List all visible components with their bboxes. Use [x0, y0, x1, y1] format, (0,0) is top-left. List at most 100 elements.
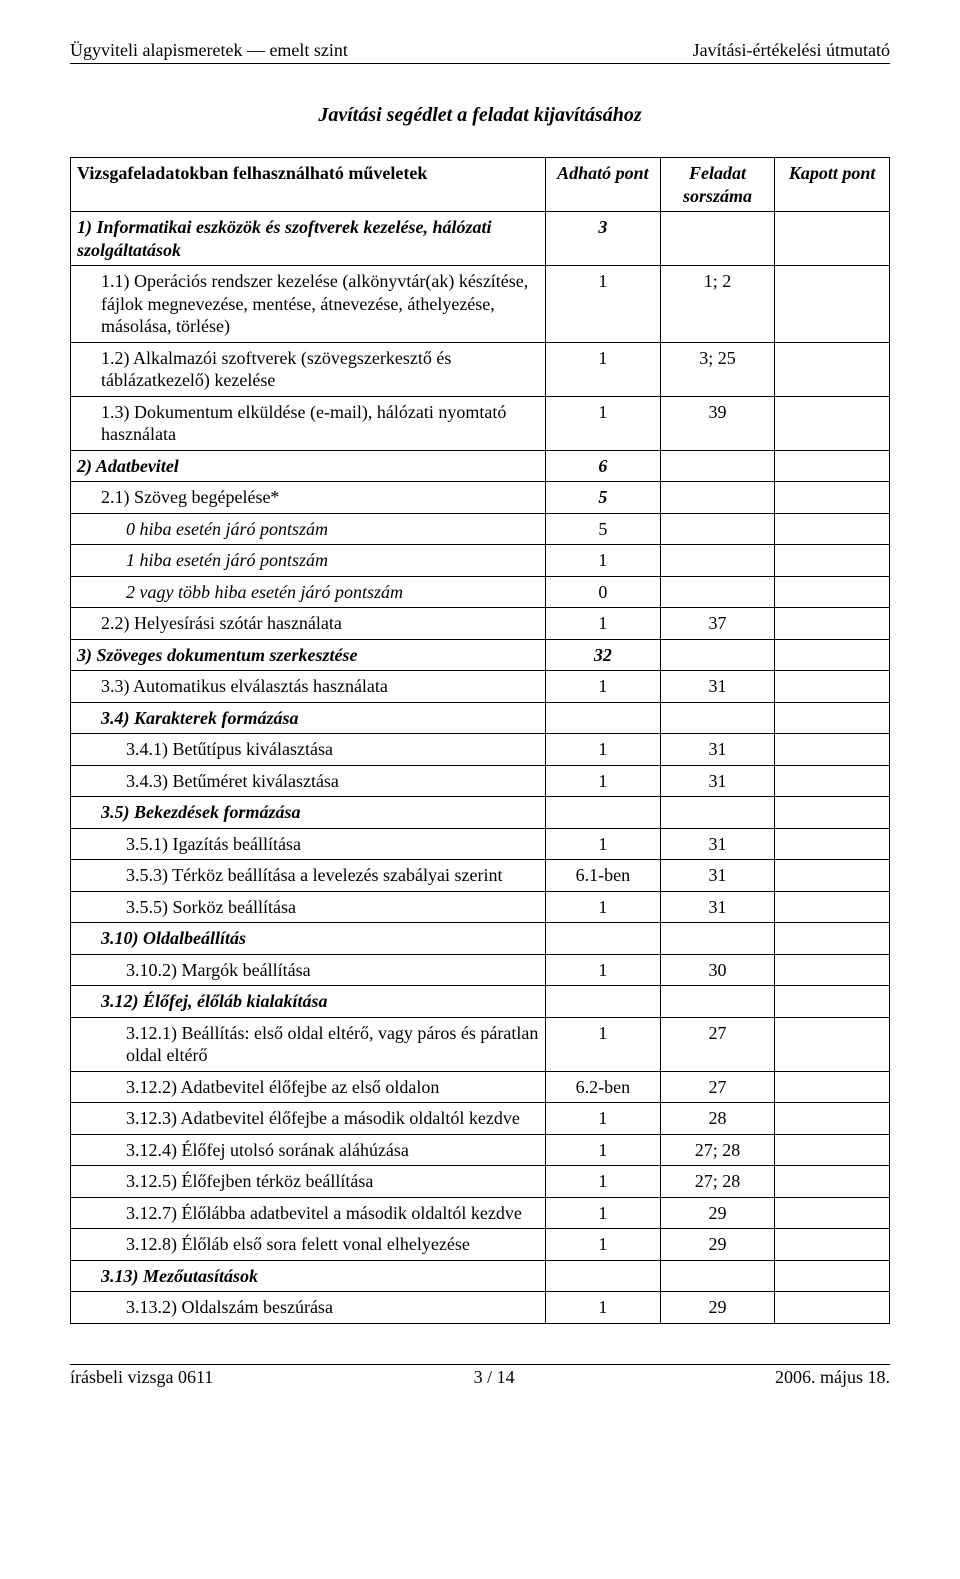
row-points-received — [775, 1229, 890, 1261]
row-points-received — [775, 702, 890, 734]
row-points-available: 1 — [546, 266, 661, 343]
row-description: 3.5.1) Igazítás beállítása — [71, 828, 546, 860]
row-points-received — [775, 513, 890, 545]
table-row: 3.4.3) Betűméret kiválasztása131 — [71, 765, 890, 797]
row-points-received — [775, 765, 890, 797]
table-row: 2.2) Helyesírási szótár használata137 — [71, 608, 890, 640]
row-points-received — [775, 482, 890, 514]
row-task-number — [660, 797, 775, 829]
row-description: 3.5) Bekezdések formázása — [71, 797, 546, 829]
table-row: 3.12.7) Élőlábba adatbevitel a második o… — [71, 1197, 890, 1229]
row-points-received — [775, 828, 890, 860]
row-points-available: 1 — [546, 1134, 661, 1166]
row-task-number — [660, 702, 775, 734]
row-points-available: 1 — [546, 765, 661, 797]
row-task-number: 27 — [660, 1071, 775, 1103]
row-task-number: 27; 28 — [660, 1134, 775, 1166]
row-description: 1.3) Dokumentum elküldése (e-mail), háló… — [71, 396, 546, 450]
row-points-available: 5 — [546, 513, 661, 545]
row-task-number — [660, 576, 775, 608]
row-points-received — [775, 671, 890, 703]
row-description: 3.4) Karakterek formázása — [71, 702, 546, 734]
footer-right: 2006. május 18. — [775, 1367, 890, 1388]
row-points-available: 1 — [546, 1017, 661, 1071]
row-points-available: 0 — [546, 576, 661, 608]
table-row: 3.12.3) Adatbevitel élőfejbe a második o… — [71, 1103, 890, 1135]
row-points-received — [775, 1292, 890, 1324]
row-task-number: 27 — [660, 1017, 775, 1071]
row-description: 3.13.2) Oldalszám beszúrása — [71, 1292, 546, 1324]
row-points-available — [546, 923, 661, 955]
row-task-number: 30 — [660, 954, 775, 986]
table-row: 3.12) Élőfej, élőláb kialakítása — [71, 986, 890, 1018]
row-description: 3.12.1) Beállítás: első oldal eltérő, va… — [71, 1017, 546, 1071]
row-points-received — [775, 639, 890, 671]
row-description: 3.4.3) Betűméret kiválasztása — [71, 765, 546, 797]
row-points-available: 1 — [546, 891, 661, 923]
row-points-received — [775, 576, 890, 608]
row-description: 3.12.5) Élőfejben térköz beállítása — [71, 1166, 546, 1198]
row-points-available: 1 — [546, 1292, 661, 1324]
page-footer: írásbeli vizsga 0611 3 / 14 2006. május … — [70, 1367, 890, 1388]
table-row: 2) Adatbevitel6 — [71, 450, 890, 482]
row-points-received — [775, 1197, 890, 1229]
row-points-available: 32 — [546, 639, 661, 671]
row-description: 3.12) Élőfej, élőláb kialakítása — [71, 986, 546, 1018]
row-points-received — [775, 923, 890, 955]
row-points-received — [775, 1017, 890, 1071]
table-row: 3.5) Bekezdések formázása — [71, 797, 890, 829]
row-points-received — [775, 396, 890, 450]
row-task-number — [660, 212, 775, 266]
table-row: 3.10) Oldalbeállítás — [71, 923, 890, 955]
row-points-received — [775, 450, 890, 482]
table-row: 3.12.1) Beállítás: első oldal eltérő, va… — [71, 1017, 890, 1071]
row-points-available: 1 — [546, 342, 661, 396]
row-points-received — [775, 734, 890, 766]
row-points-received — [775, 797, 890, 829]
row-description: 3.13) Mezőutasítások — [71, 1260, 546, 1292]
column-header-c: Kapott pont — [775, 158, 890, 212]
row-points-available: 1 — [546, 671, 661, 703]
table-row: 1 hiba esetén járó pontszám1 — [71, 545, 890, 577]
row-points-available — [546, 702, 661, 734]
row-points-received — [775, 1103, 890, 1135]
table-row: 3) Szöveges dokumentum szerkesztése32 — [71, 639, 890, 671]
grading-table: Vizsgafeladatokban felhasználható művele… — [70, 157, 890, 1324]
table-row: 3.4) Karakterek formázása — [71, 702, 890, 734]
row-task-number: 39 — [660, 396, 775, 450]
row-points-received — [775, 1071, 890, 1103]
document-title: Javítási segédlet a feladat kijavításáho… — [70, 104, 890, 127]
row-points-available: 1 — [546, 954, 661, 986]
table-row: 1.1) Operációs rendszer kezelése (alköny… — [71, 266, 890, 343]
row-task-number — [660, 513, 775, 545]
row-task-number: 3; 25 — [660, 342, 775, 396]
table-row: 3.12.5) Élőfejben térköz beállítása127; … — [71, 1166, 890, 1198]
table-row: 1.2) Alkalmazói szoftverek (szövegszerke… — [71, 342, 890, 396]
row-task-number: 31 — [660, 828, 775, 860]
header-left: Ügyviteli alapismeretek — emelt szint — [70, 40, 348, 61]
table-row: 3.10.2) Margók beállítása130 — [71, 954, 890, 986]
row-description: 3.12.3) Adatbevitel élőfejbe a második o… — [71, 1103, 546, 1135]
row-description: 3) Szöveges dokumentum szerkesztése — [71, 639, 546, 671]
row-task-number: 31 — [660, 765, 775, 797]
row-description: 3.12.8) Élőláb első sora felett vonal el… — [71, 1229, 546, 1261]
row-points-available — [546, 1260, 661, 1292]
row-points-received — [775, 608, 890, 640]
row-points-available: 1 — [546, 396, 661, 450]
footer-rule — [70, 1364, 890, 1365]
row-task-number — [660, 1260, 775, 1292]
row-points-received — [775, 342, 890, 396]
row-points-available: 6 — [546, 450, 661, 482]
table-row: 3.12.4) Élőfej utolsó sorának aláhúzása1… — [71, 1134, 890, 1166]
table-row: 3.13.2) Oldalszám beszúrása129 — [71, 1292, 890, 1324]
row-description: 3.4.1) Betűtípus kiválasztása — [71, 734, 546, 766]
table-row: 1.3) Dokumentum elküldése (e-mail), háló… — [71, 396, 890, 450]
table-row: 2.1) Szöveg begépelése*5 — [71, 482, 890, 514]
row-description: 3.12.4) Élőfej utolsó sorának aláhúzása — [71, 1134, 546, 1166]
row-description: 2 vagy több hiba esetén járó pontszám — [71, 576, 546, 608]
row-description: 3.12.7) Élőlábba adatbevitel a második o… — [71, 1197, 546, 1229]
page-header: Ügyviteli alapismeretek — emelt szint Ja… — [70, 40, 890, 61]
row-task-number: 1; 2 — [660, 266, 775, 343]
row-task-number: 27; 28 — [660, 1166, 775, 1198]
row-task-number: 31 — [660, 860, 775, 892]
